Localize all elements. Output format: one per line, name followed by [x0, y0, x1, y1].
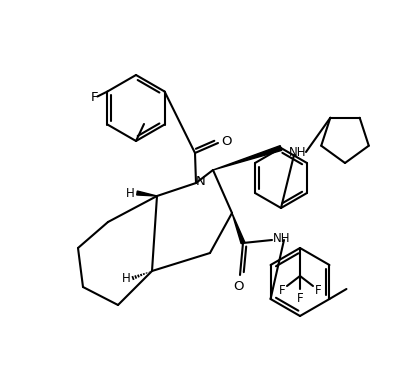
Text: O: O: [233, 280, 243, 293]
Text: H: H: [122, 272, 130, 285]
Text: NH: NH: [289, 145, 307, 158]
Polygon shape: [137, 191, 157, 196]
Polygon shape: [213, 146, 282, 170]
Text: H: H: [126, 187, 134, 200]
Text: F: F: [91, 91, 98, 104]
Text: N: N: [196, 174, 206, 187]
Text: NH: NH: [273, 232, 291, 244]
Text: F: F: [315, 285, 322, 298]
Polygon shape: [232, 213, 245, 244]
Text: F: F: [297, 292, 303, 305]
Text: O: O: [221, 135, 231, 148]
Text: F: F: [279, 285, 285, 298]
